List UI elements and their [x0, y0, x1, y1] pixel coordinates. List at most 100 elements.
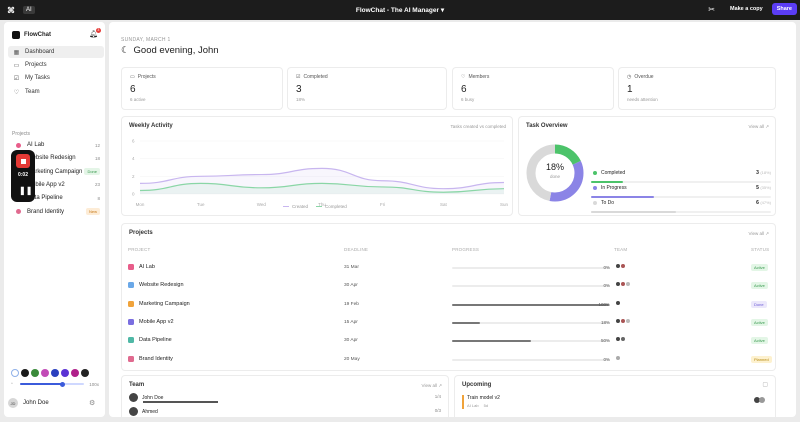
deadline-cell: 19 Feb [344, 301, 359, 307]
progress-bar [452, 321, 609, 324]
member-name: Ahmed [142, 408, 158, 415]
greeting-text: Good evening, John [133, 45, 219, 56]
col-progress: PROGRESS [452, 247, 480, 252]
color-swatch[interactable] [61, 369, 69, 377]
progress-fill [452, 303, 609, 306]
app-logo-icon[interactable]: ⌘ [7, 5, 15, 15]
task-overview-panel: Task Overview View all ↗ 18% done Comple… [518, 116, 776, 216]
project-name: AI Lab [139, 264, 155, 270]
table-row[interactable]: Data Pipeline 30 Apr 50% Active [110, 332, 795, 350]
project-color-dot [16, 209, 21, 214]
stop-recording-button[interactable] [16, 154, 30, 168]
avatar [759, 397, 765, 403]
stat-label: ◷ Overdue [627, 74, 654, 80]
deadline-cell: 31 Mar [344, 265, 359, 270]
status-dot [593, 186, 597, 190]
tools-icon[interactable]: ✂ [708, 4, 715, 14]
zoom-slider[interactable]: ▫ 100x [11, 380, 99, 388]
brand-logo-icon [12, 31, 20, 39]
color-swatch[interactable] [81, 369, 89, 377]
stat-members[interactable]: ♡ Members 6 6 busy [452, 67, 614, 110]
gear-icon[interactable]: ⚙ [89, 400, 96, 407]
table-row[interactable]: Mobile App v2 15 Apr 18% Active [110, 314, 795, 332]
nav-projects[interactable]: ▭ Projects [8, 59, 104, 71]
user-profile[interactable]: JD John Doe [8, 398, 49, 408]
status-pct: (35%) [760, 185, 771, 190]
slider-knob[interactable] [60, 381, 65, 387]
stat-completed[interactable]: ☑ Completed 3 18% [287, 67, 447, 110]
stat-overdue[interactable]: ◷ Overdue 1 needs attention [618, 67, 776, 110]
table-row[interactable]: Website Redesign 30 Apr 0% Active [110, 277, 795, 295]
ai-badge[interactable]: AI [23, 6, 35, 14]
chevron-down-icon[interactable]: ▾ [440, 7, 445, 14]
donut-slice[interactable] [526, 144, 584, 202]
make-copy-button[interactable]: Make a copy [729, 6, 763, 12]
color-swatch[interactable] [51, 369, 59, 377]
progress-bar [452, 285, 609, 288]
project-icon [128, 300, 134, 307]
upcoming-meta: AI Lab 5d [467, 403, 488, 408]
view-all-link[interactable]: View all ↗ [421, 383, 442, 388]
zoom-value: 100x [89, 381, 99, 387]
nav-my-tasks[interactable]: ☑ My Tasks [8, 72, 104, 84]
sidebar-project-item[interactable]: AI Lab 12 [8, 139, 104, 151]
color-swatch[interactable] [21, 369, 29, 377]
panel-title: Task Overview [526, 123, 568, 129]
status-count: 3 (18%) [756, 170, 771, 176]
screen-recorder: 0:02 ❚❚ [11, 150, 35, 202]
upcoming-panel: Upcoming ▢ Train model v2 AI Lab 5d [454, 375, 776, 417]
status-label: In Progress [601, 185, 627, 191]
avatar [625, 317, 631, 324]
sidebar-project-item[interactable]: Brand Identity New [8, 206, 104, 218]
status-dot [593, 201, 597, 205]
nav-team[interactable]: ♡ Team [8, 86, 104, 98]
document-title-text[interactable]: FlowChat - The AI Manager [355, 7, 440, 14]
pause-icon[interactable]: ❚❚ [19, 186, 33, 195]
x-tick-label: Sat [440, 202, 448, 207]
stat-projects[interactable]: ▭ Projects 6 6 active [121, 67, 283, 110]
view-all-link[interactable]: View all ↗ [748, 124, 769, 129]
project-name: Website Redesign [139, 282, 184, 289]
top-bar: ⌘ AI FlowChat - The AI Manager ▾ ✂ Make … [0, 0, 800, 20]
greeting: ☾ Good evening, John [121, 45, 219, 56]
status-dot [593, 171, 597, 175]
col-team: TEAM [614, 247, 628, 252]
progress-bar [452, 340, 609, 343]
color-swatch[interactable] [41, 369, 49, 377]
view-all-link[interactable]: View all ↗ [748, 231, 769, 236]
share-button[interactable]: Share [771, 3, 797, 15]
color-swatch[interactable] [11, 369, 19, 377]
color-swatch[interactable] [31, 369, 39, 377]
upcoming-marker [462, 395, 464, 409]
stat-sub: 6 busy [461, 97, 475, 102]
x-tick-label: Fri [380, 202, 385, 207]
team-member[interactable]: John Doe [129, 393, 163, 402]
grid-icon: ▦ [13, 49, 20, 56]
upcoming-title[interactable]: Train model v2 [467, 395, 500, 401]
table-row[interactable]: AI Lab 31 Mar 0% Active [110, 259, 795, 277]
brand[interactable]: FlowChat [12, 31, 51, 39]
project-cell: Website Redesign [128, 282, 184, 289]
calendar-icon[interactable]: ▢ [762, 382, 768, 388]
team-member[interactable]: Ahmed [129, 407, 158, 416]
progress-bar [452, 303, 609, 306]
stat-value: 3 [296, 84, 302, 95]
member-name: John Doe [142, 394, 164, 401]
project-icon [128, 282, 134, 289]
donut-slice[interactable] [526, 144, 584, 202]
table-row[interactable]: Brand Identity 20 May 0% Planned [110, 351, 795, 369]
status-label: To Do [601, 200, 615, 206]
nav-dashboard[interactable]: ▦ Dashboard [8, 46, 104, 58]
status-pct: (47%) [760, 200, 771, 205]
y-tick-label: 0 [132, 192, 135, 197]
table-row[interactable]: Marketing Campaign 19 Feb 100% Done [110, 296, 795, 314]
x-tick-label: Wed [257, 202, 267, 207]
project-label: Brand Identity [27, 208, 65, 215]
stat-sub: 6 active [130, 97, 146, 102]
slider-fill [20, 383, 62, 385]
x-tick-label: Thu [318, 202, 326, 207]
nav-label: Dashboard [25, 49, 55, 55]
bell-icon[interactable]: 🔔︎ 3 [89, 28, 101, 38]
color-swatch[interactable] [71, 369, 79, 377]
